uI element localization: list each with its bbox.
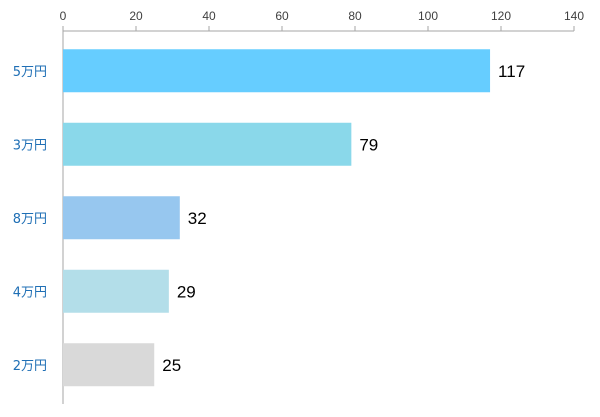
y-axis: 5万円 3万円 8万円 4万円 2万円 [13, 31, 64, 404]
value-label: 25 [162, 356, 181, 375]
category-label: 8万円 [13, 212, 47, 227]
bar [63, 269, 169, 313]
bars [63, 49, 491, 387]
category-label: 4万円 [13, 285, 47, 300]
value-label: 32 [188, 209, 207, 228]
value-label: 117 [498, 62, 525, 81]
x-tick-label: 0 [60, 9, 67, 23]
category-label: 5万円 [13, 65, 47, 80]
bar [63, 343, 155, 387]
bar [63, 122, 352, 166]
value-label: 29 [177, 282, 196, 301]
x-tick-label: 80 [348, 9, 362, 23]
x-tick-label: 100 [418, 9, 438, 23]
x-tick-label: 60 [275, 9, 289, 23]
x-tick-label: 140 [564, 9, 584, 23]
category-label: 2万円 [13, 359, 47, 374]
bar [63, 49, 491, 93]
x-axis: 0 20 40 60 80 100 120 140 [60, 9, 584, 32]
category-label: 3万円 [13, 138, 47, 153]
bar [63, 196, 180, 240]
x-tick-label: 20 [129, 9, 143, 23]
x-tick-label: 120 [491, 9, 511, 23]
value-label: 79 [359, 135, 378, 154]
data-labels: 117 79 32 29 25 [162, 62, 525, 375]
x-tick-label: 40 [202, 9, 216, 23]
